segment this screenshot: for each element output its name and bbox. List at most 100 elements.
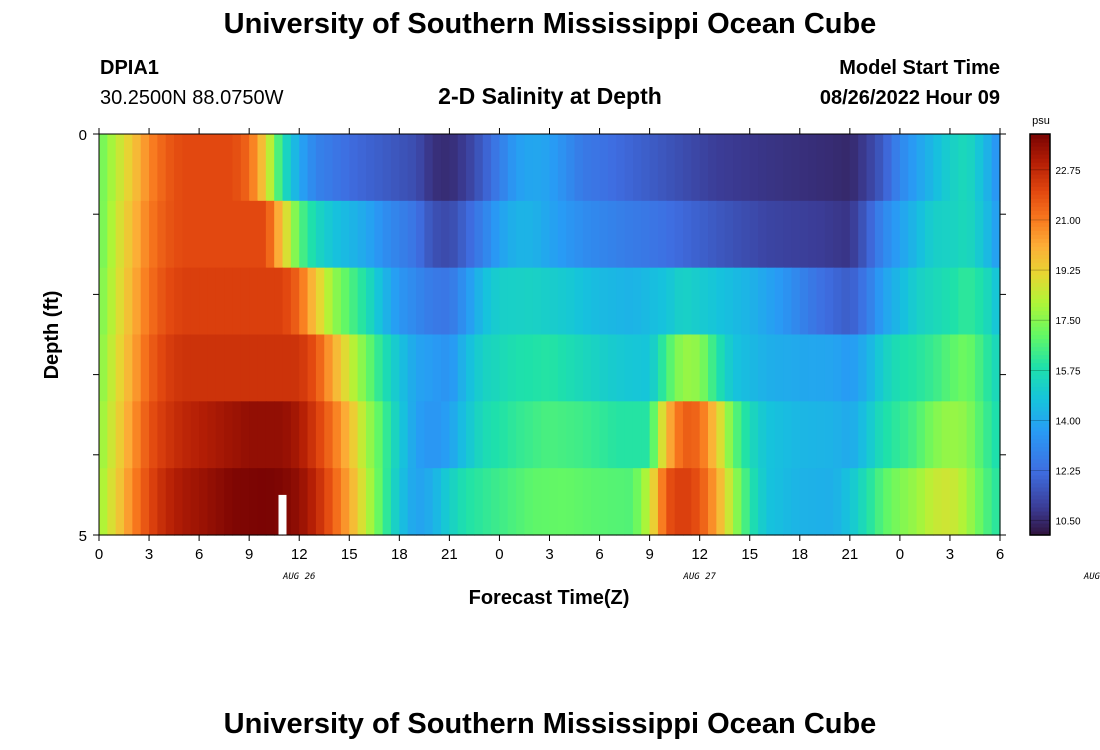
heatmap-cell <box>499 401 509 469</box>
heatmap-cell <box>699 401 709 469</box>
colorbar-segment <box>1030 374 1050 380</box>
heatmap-cell <box>315 134 325 202</box>
heatmap-cell <box>174 334 184 402</box>
colorbar-segment <box>1030 290 1050 295</box>
heatmap-cell <box>457 134 467 202</box>
heatmap-cell <box>274 200 284 269</box>
heatmap-cell <box>991 134 1001 202</box>
heatmap-cell <box>182 200 192 269</box>
colorbar-segment <box>1030 146 1050 151</box>
heatmap-cell <box>758 200 767 269</box>
heatmap-cell <box>974 200 984 269</box>
heatmap-cell <box>407 468 417 536</box>
heatmap-cell <box>207 134 217 202</box>
heatmap-cell <box>107 468 117 536</box>
heatmap-cell <box>799 334 809 402</box>
heatmap-cell <box>849 267 859 336</box>
colorbar-segment <box>1030 378 1050 384</box>
colorbar-segment <box>1030 502 1050 508</box>
heatmap-cell <box>649 200 659 269</box>
heatmap-cell <box>349 334 359 402</box>
heatmap-cell <box>99 200 108 269</box>
heatmap-cell <box>741 401 751 469</box>
x-tick-label: 18 <box>791 546 808 563</box>
heatmap-cell <box>682 267 692 336</box>
heatmap-cell <box>549 401 559 469</box>
heatmap-cell <box>716 334 726 402</box>
heatmap-cell <box>691 200 701 269</box>
heatmap-cell <box>708 334 717 402</box>
heatmap-cell <box>991 401 1001 469</box>
heatmap-cell <box>165 267 175 336</box>
heatmap-cell <box>499 468 509 536</box>
heatmap-cell <box>933 267 943 336</box>
heatmap-cell <box>783 267 793 336</box>
heatmap-cell <box>491 401 501 469</box>
heatmap-cell <box>207 334 217 402</box>
heatmap-cell <box>240 334 250 402</box>
heatmap-cell <box>749 267 759 336</box>
heatmap-cell <box>174 468 184 536</box>
heatmap-cell <box>916 401 926 469</box>
heatmap-cell <box>858 334 868 402</box>
heatmap-cell <box>190 334 200 402</box>
heatmap-cell <box>265 468 275 536</box>
heatmap-cell <box>599 134 609 202</box>
colorbar-segment <box>1030 162 1050 167</box>
heatmap-cell <box>432 334 442 402</box>
heatmap-cell <box>149 267 158 336</box>
heatmap-cell <box>224 468 234 536</box>
x-tick-label: 3 <box>946 546 954 563</box>
heatmap-cell <box>482 267 492 336</box>
heatmap-cell <box>824 334 834 402</box>
heatmap-cell <box>99 134 108 202</box>
heatmap-cell <box>708 134 717 202</box>
heatmap-cell <box>157 334 167 402</box>
heatmap-cell <box>566 468 576 536</box>
heatmap-cell <box>432 134 442 202</box>
heatmap-cell <box>199 334 209 402</box>
colorbar-segment <box>1030 322 1050 328</box>
heatmap-cell <box>582 468 592 536</box>
colorbar-segment <box>1030 426 1050 432</box>
heatmap-cell <box>741 134 751 202</box>
heatmap-cell <box>240 134 250 202</box>
heatmap-cell <box>883 334 893 402</box>
heatmap-cell <box>324 267 334 336</box>
heatmap-cell <box>733 468 742 536</box>
heatmap-cell <box>557 267 567 336</box>
colorbar-segment <box>1030 294 1050 300</box>
heatmap-cell <box>949 334 959 402</box>
heatmap-cell <box>140 401 150 469</box>
heatmap-cell <box>457 334 467 402</box>
heatmap-cell <box>849 334 859 402</box>
heatmap-cell <box>724 401 734 469</box>
heatmap-cell <box>132 468 142 536</box>
heatmap-cell <box>649 267 659 336</box>
heatmap-cell <box>632 200 642 269</box>
heatmap-cell <box>390 267 400 336</box>
heatmap-cell <box>741 200 751 269</box>
heatmap-cell <box>599 468 609 536</box>
heatmap-cell <box>666 267 676 336</box>
heatmap-cell <box>257 200 267 269</box>
heatmap-cell <box>124 267 133 336</box>
colorbar-segment <box>1030 518 1050 524</box>
heatmap-cell <box>407 200 417 269</box>
colorbar-segment <box>1030 266 1050 271</box>
heatmap-cell <box>858 468 868 536</box>
colorbar-segment <box>1030 442 1050 448</box>
heatmap-cell <box>649 134 659 202</box>
heatmap-cell <box>549 200 559 269</box>
heatmap-cell <box>107 200 117 269</box>
heatmap-cell <box>716 401 726 469</box>
heatmap-cell <box>908 200 918 269</box>
heatmap-cell <box>716 134 726 202</box>
heatmap-cell <box>416 468 425 536</box>
x-tick-label: 6 <box>595 546 603 563</box>
heatmap-cell <box>165 468 175 536</box>
heatmap-cell <box>657 134 667 202</box>
x-tick-label: 18 <box>391 546 408 563</box>
colorbar-segment <box>1030 358 1050 364</box>
heatmap-cell <box>399 200 409 269</box>
